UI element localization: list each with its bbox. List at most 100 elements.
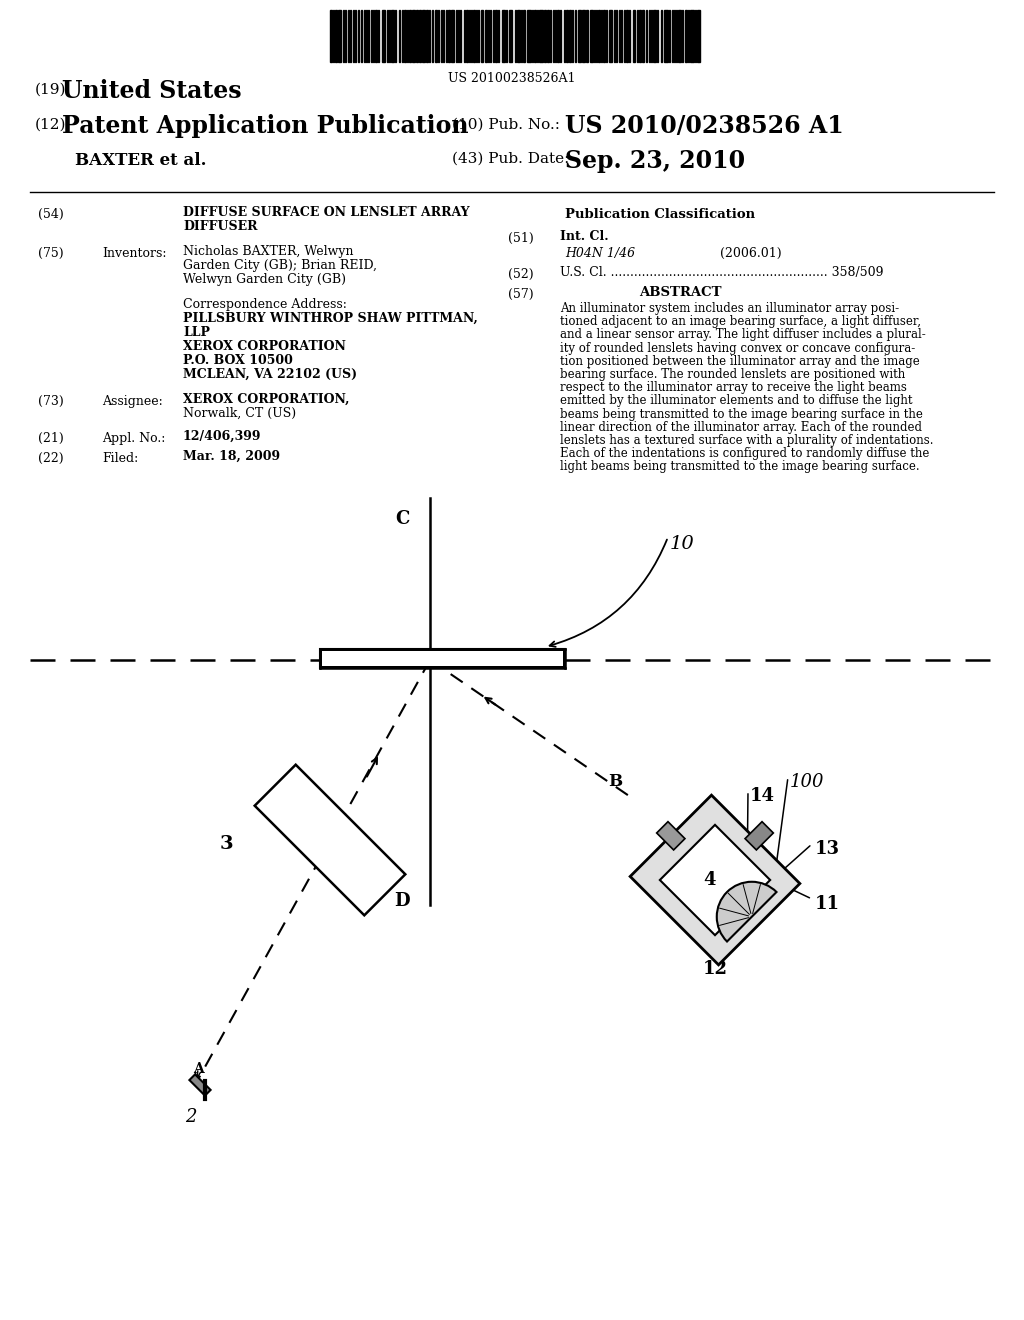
- Text: bearing surface. The rounded lenslets are positioned with: bearing surface. The rounded lenslets ar…: [560, 368, 905, 381]
- Bar: [440, 11, 442, 62]
- Bar: [484, 11, 487, 62]
- Text: Nicholas BAXTER, Welwyn: Nicholas BAXTER, Welwyn: [183, 246, 353, 257]
- Text: (10) Pub. No.:: (10) Pub. No.:: [452, 117, 560, 132]
- Text: H04N 1/46: H04N 1/46: [565, 247, 635, 260]
- Bar: [624, 11, 625, 62]
- Bar: [354, 11, 356, 62]
- Bar: [338, 11, 341, 62]
- Bar: [626, 11, 628, 62]
- Text: A: A: [193, 1063, 204, 1076]
- Bar: [586, 11, 588, 62]
- Text: (43) Pub. Date:: (43) Pub. Date:: [452, 152, 569, 166]
- Text: DIFFUSE SURFACE ON LENSLET ARRAY: DIFFUSE SURFACE ON LENSLET ARRAY: [183, 206, 470, 219]
- Bar: [473, 11, 474, 62]
- Text: BAXTER et al.: BAXTER et al.: [75, 152, 207, 169]
- Polygon shape: [255, 764, 406, 915]
- Bar: [435, 11, 436, 62]
- Bar: [653, 11, 655, 62]
- Polygon shape: [659, 825, 770, 935]
- Bar: [582, 11, 585, 62]
- Bar: [322, 651, 563, 667]
- Bar: [603, 11, 604, 62]
- Text: 4: 4: [703, 871, 716, 888]
- Bar: [422, 11, 425, 62]
- Bar: [745, 821, 773, 850]
- Text: Patent Application Publication: Patent Application Publication: [62, 114, 469, 139]
- Text: (52): (52): [508, 268, 534, 281]
- Text: P.O. BOX 10500: P.O. BOX 10500: [183, 354, 293, 367]
- Bar: [330, 11, 332, 62]
- Text: ABSTRACT: ABSTRACT: [639, 286, 721, 300]
- Text: Publication Classification: Publication Classification: [565, 209, 755, 220]
- Text: 100: 100: [790, 774, 824, 791]
- Bar: [648, 11, 650, 62]
- Text: U.S. Cl. ........................................................ 358/509: U.S. Cl. ...............................…: [560, 267, 884, 279]
- Bar: [386, 11, 388, 62]
- Bar: [539, 11, 543, 62]
- Bar: [416, 11, 418, 62]
- Text: emitted by the illuminator elements and to diffuse the light: emitted by the illuminator elements and …: [560, 395, 912, 408]
- Bar: [466, 11, 468, 62]
- Bar: [382, 11, 385, 62]
- Bar: [544, 11, 546, 62]
- Bar: [319, 649, 565, 668]
- Bar: [394, 11, 396, 62]
- Bar: [559, 11, 561, 62]
- Text: Norwalk, CT (US): Norwalk, CT (US): [183, 407, 296, 420]
- Bar: [460, 11, 461, 62]
- Text: and a linear sensor array. The light diffuser includes a plural-: and a linear sensor array. The light dif…: [560, 329, 926, 342]
- Bar: [531, 11, 534, 62]
- Text: (19): (19): [35, 83, 67, 96]
- Bar: [664, 11, 668, 62]
- Text: PILLSBURY WINTHROP SHAW PITTMAN,: PILLSBURY WINTHROP SHAW PITTMAN,: [183, 312, 478, 325]
- Text: ity of rounded lenslets having convex or concave configura-: ity of rounded lenslets having convex or…: [560, 342, 915, 355]
- Text: Garden City (GB); Brian REID,: Garden City (GB); Brian REID,: [183, 259, 377, 272]
- Text: linear direction of the illuminator array. Each of the rounded: linear direction of the illuminator arra…: [560, 421, 922, 434]
- Bar: [360, 11, 362, 62]
- Bar: [669, 11, 670, 62]
- Bar: [391, 11, 393, 62]
- Text: Inventors:: Inventors:: [102, 247, 167, 260]
- Text: 11: 11: [815, 895, 840, 913]
- Bar: [696, 11, 700, 62]
- Bar: [449, 11, 450, 62]
- Bar: [633, 11, 635, 62]
- Text: Mar. 18, 2009: Mar. 18, 2009: [183, 450, 281, 463]
- Text: US 2010/0238526 A1: US 2010/0238526 A1: [565, 114, 844, 139]
- Text: B: B: [608, 774, 623, 789]
- Wedge shape: [717, 882, 776, 941]
- Text: MCLEAN, VA 22102 (US): MCLEAN, VA 22102 (US): [183, 368, 357, 381]
- Text: US 20100238526A1: US 20100238526A1: [449, 73, 575, 84]
- Bar: [517, 11, 519, 62]
- Bar: [550, 11, 551, 62]
- Text: lenslets has a textured surface with a plurality of indentations.: lenslets has a textured surface with a p…: [560, 434, 934, 447]
- Text: (12): (12): [35, 117, 67, 132]
- Text: tion positioned between the illuminator array and the image: tion positioned between the illuminator …: [560, 355, 920, 368]
- Bar: [364, 11, 365, 62]
- Bar: [523, 11, 524, 62]
- Bar: [566, 11, 567, 62]
- Text: (73): (73): [38, 395, 63, 408]
- Text: (2006.01): (2006.01): [720, 247, 781, 260]
- Text: XEROX CORPORATION: XEROX CORPORATION: [183, 341, 346, 352]
- Bar: [509, 11, 512, 62]
- Bar: [590, 11, 593, 62]
- Text: Int. Cl.: Int. Cl.: [560, 230, 608, 243]
- Bar: [563, 11, 565, 62]
- Text: light beams being transmitted to the image bearing surface.: light beams being transmitted to the ima…: [560, 461, 920, 474]
- Bar: [656, 821, 685, 850]
- Text: (21): (21): [38, 432, 63, 445]
- Bar: [678, 11, 681, 62]
- Bar: [502, 11, 505, 62]
- Bar: [571, 11, 573, 62]
- Bar: [656, 11, 658, 62]
- Text: 2: 2: [185, 1107, 197, 1126]
- Bar: [335, 11, 337, 62]
- Bar: [520, 11, 522, 62]
- Bar: [685, 11, 686, 62]
- Bar: [608, 11, 612, 62]
- Text: DIFFUSER: DIFFUSER: [183, 220, 257, 234]
- Bar: [426, 11, 428, 62]
- Text: 13: 13: [815, 840, 840, 858]
- Text: 14: 14: [750, 787, 775, 805]
